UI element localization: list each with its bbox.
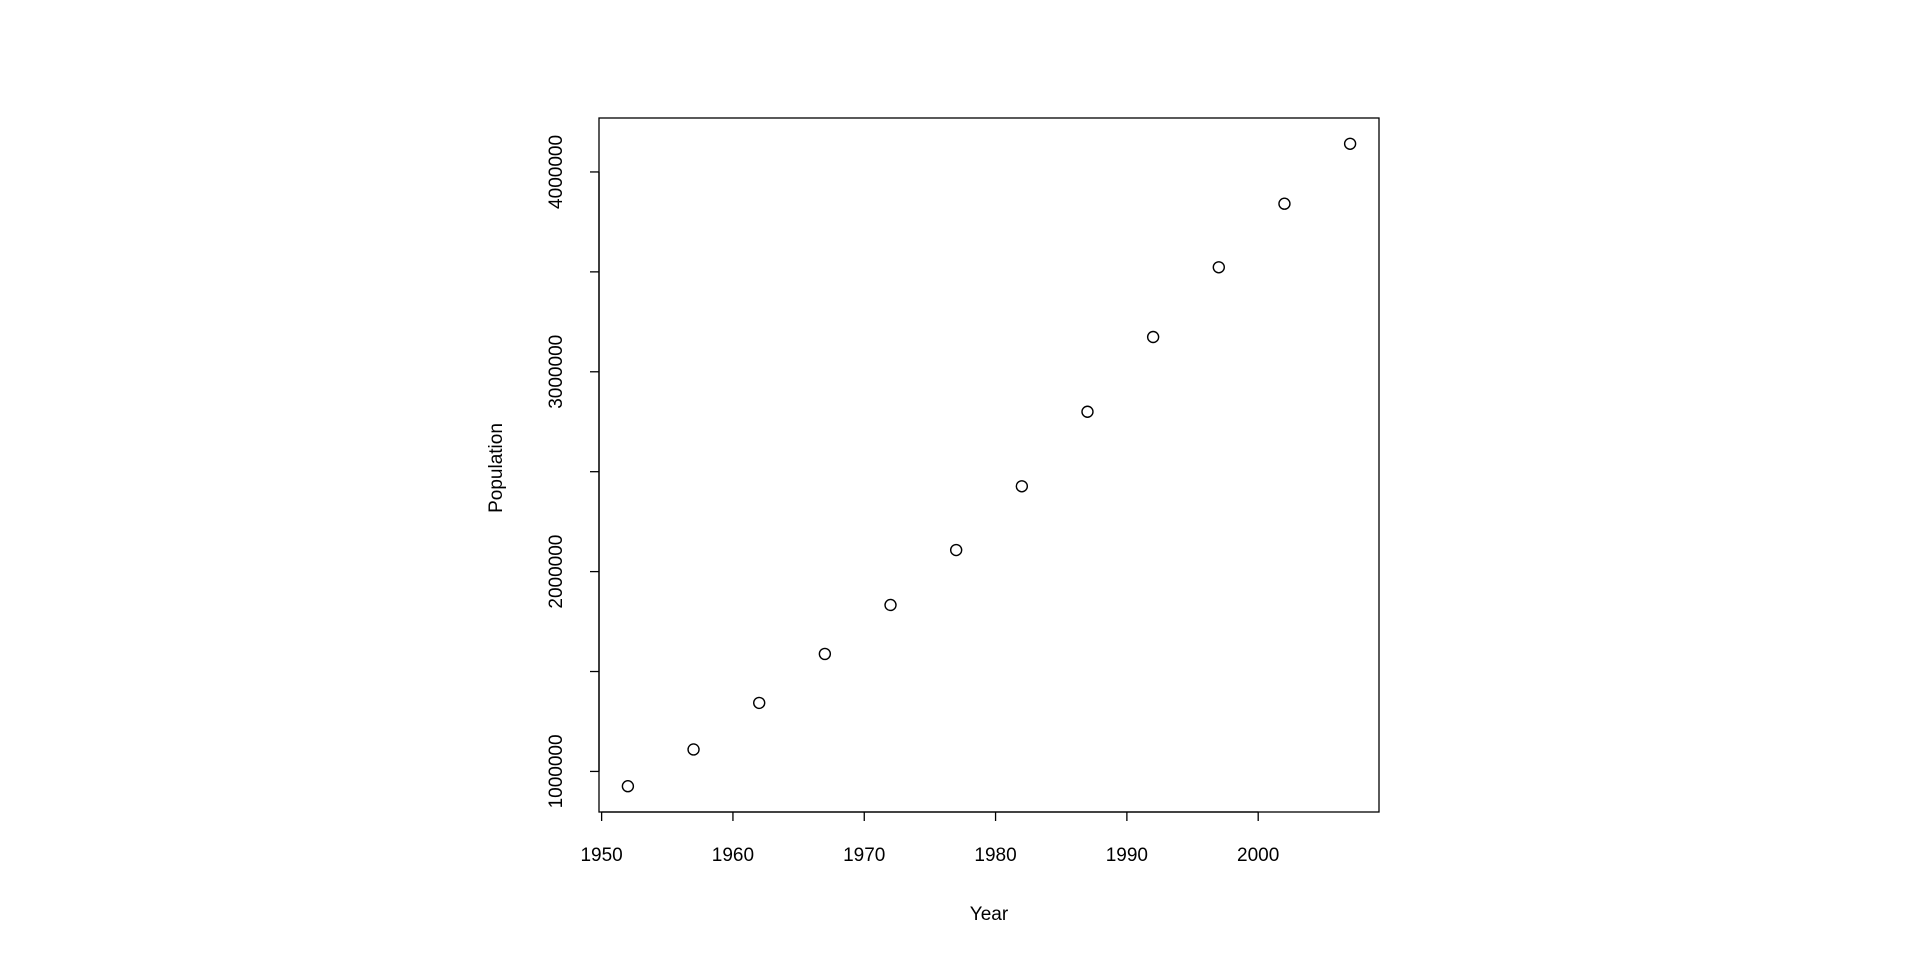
point — [1343, 137, 1357, 150]
x-tick-label: 1960 — [712, 845, 754, 866]
x-axis-label: Year — [970, 904, 1009, 925]
x-tick-label: 2000 — [1237, 845, 1279, 866]
point — [1081, 405, 1094, 418]
y-tick-label: 1000000 — [546, 734, 567, 808]
plot-frame — [598, 117, 1380, 813]
point — [621, 780, 635, 793]
point — [884, 598, 897, 612]
x-tick-label: 1950 — [580, 845, 622, 866]
x-tick-label: 1980 — [974, 845, 1016, 866]
x-tick-label: 1990 — [1106, 845, 1148, 866]
x-tick-label: 1970 — [843, 845, 885, 866]
point — [687, 743, 700, 756]
point — [1278, 197, 1291, 210]
point — [1015, 480, 1029, 493]
point — [1212, 261, 1225, 274]
point — [753, 696, 766, 710]
point — [818, 647, 832, 661]
y-axis-label: Population — [486, 423, 507, 513]
point — [1146, 330, 1160, 344]
y-tick-label: 4000000 — [546, 135, 567, 209]
point — [949, 543, 963, 557]
y-tick-label: 3000000 — [546, 335, 567, 409]
y-tick-label: 2000000 — [546, 535, 567, 609]
